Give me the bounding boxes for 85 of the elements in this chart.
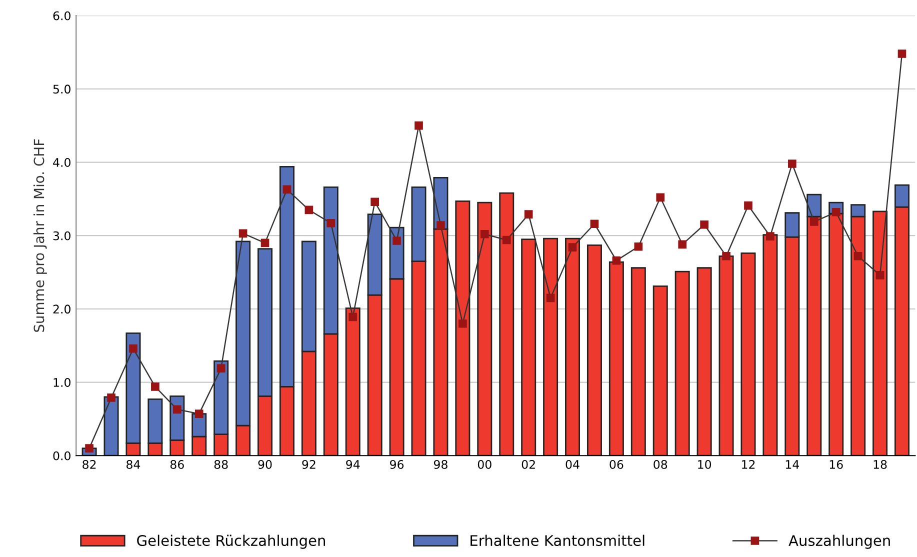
point [590, 220, 599, 228]
x-tick-label: 08 [654, 460, 668, 469]
point [260, 238, 270, 248]
point [766, 232, 774, 241]
x-tick-label: 18 [874, 460, 887, 469]
bar [455, 200, 470, 456]
x-tick-label: 88 [214, 460, 228, 469]
point [546, 294, 555, 302]
x-tick-label: 02 [522, 460, 535, 469]
bar [740, 252, 756, 456]
bar [104, 396, 119, 456]
bar [521, 238, 536, 456]
y-axis-title: Summe pro Jahr in Mio. CHF [33, 139, 47, 332]
x-tick-label: 10 [698, 460, 712, 469]
y-tick-label: 2.0 [53, 304, 70, 314]
bar [345, 308, 360, 456]
y-tick-label: 5.0 [53, 84, 70, 94]
point [326, 218, 336, 228]
point [172, 405, 182, 414]
point [458, 319, 467, 328]
x-tick-label: 96 [390, 460, 404, 469]
bar [718, 255, 734, 456]
point [898, 50, 906, 58]
bar [674, 270, 690, 456]
point [788, 160, 796, 168]
legend-label: Geleistete Rückzahlungen [137, 534, 326, 549]
point [678, 240, 687, 249]
x-tick-label: 16 [830, 460, 843, 469]
point [238, 229, 248, 238]
y-tick-label: 0.0 [53, 451, 70, 460]
point [392, 236, 401, 245]
x-tick-label: 82 [82, 460, 96, 469]
point [744, 201, 752, 210]
y-tick-label: 3.0 [53, 231, 70, 240]
bar [630, 267, 646, 456]
legend-label: Erhaltene Kantonsmittel [470, 534, 644, 546]
x-tick-label: 12 [742, 460, 755, 469]
y-tick-label: 4.0 [53, 158, 70, 167]
bar [565, 238, 580, 456]
point [216, 364, 226, 373]
y-tick-label: 6.0 [53, 11, 70, 20]
point [85, 444, 94, 452]
x-tick-label: 94 [346, 460, 360, 469]
point [656, 193, 665, 202]
point [524, 210, 533, 219]
x-tick-label: 92 [302, 460, 316, 469]
x-tick-label: 90 [258, 460, 272, 469]
point [129, 344, 138, 353]
bar [762, 234, 778, 456]
point [854, 252, 862, 260]
bar [872, 210, 888, 456]
point [876, 271, 884, 280]
point [151, 382, 160, 391]
point [612, 256, 621, 265]
point [722, 252, 730, 260]
point [282, 185, 292, 194]
point [304, 206, 314, 214]
x-tick-label: 14 [786, 460, 800, 469]
legend-label: Auszahlungen [788, 534, 890, 549]
x-tick-label: 84 [126, 460, 140, 469]
point [810, 218, 818, 226]
bar [543, 238, 558, 456]
x-tick-label: 00 [478, 460, 492, 469]
point [568, 243, 577, 252]
bar [652, 286, 668, 456]
x-tick-label: 04 [566, 460, 580, 469]
point [348, 312, 358, 322]
point [107, 394, 116, 402]
bar [477, 202, 492, 456]
point [700, 220, 708, 229]
x-tick-label: 98 [434, 460, 448, 469]
point [480, 230, 489, 238]
point [634, 242, 643, 251]
bar [499, 192, 514, 456]
point [194, 410, 204, 418]
x-tick-label: 06 [610, 460, 624, 469]
bar [696, 267, 712, 456]
y-tick-label: 1.0 [54, 378, 70, 387]
point [502, 236, 511, 244]
point [436, 221, 445, 230]
point [414, 121, 423, 130]
point [370, 198, 379, 206]
bar [608, 261, 624, 456]
bar [586, 244, 602, 456]
x-tick-label: 86 [170, 460, 184, 469]
